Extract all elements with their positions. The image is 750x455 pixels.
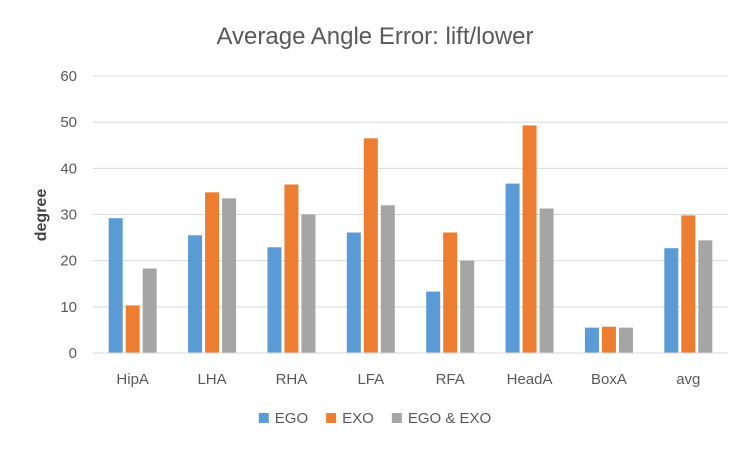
y-tick-label: 0 — [69, 345, 77, 362]
legend-swatch — [326, 413, 337, 423]
bar-exo-boxa — [601, 326, 616, 353]
bar-ego-boxa — [584, 327, 599, 353]
legend-label: EGO & EXO — [408, 410, 491, 427]
x-tick-label: HeadA — [507, 371, 553, 388]
bar-exo-lfa — [363, 138, 378, 353]
bar-ego-rha — [267, 247, 282, 353]
bar-ego-lha — [188, 235, 203, 353]
bar-ego-exo-rha — [301, 214, 316, 353]
legend-label: EGO — [275, 410, 308, 427]
x-axis-ticks: HipA LHA RHA LFA RFA HeadA BoxA avg — [116, 371, 700, 388]
legend-swatch — [391, 413, 402, 423]
bar-exo-rfa — [443, 232, 458, 353]
y-tick-label: 60 — [60, 68, 77, 85]
bar-ego-exo-avg — [698, 240, 713, 353]
bar-ego-exo-hipa — [142, 268, 157, 353]
x-tick-label: avg — [676, 371, 700, 388]
legend: EGO EXO EGO & EXO — [258, 410, 491, 427]
bar-exo-rha — [284, 184, 299, 353]
y-tick-label: 10 — [60, 299, 77, 316]
bar-exo-heada — [522, 125, 537, 353]
legend-item: EXO — [326, 410, 374, 427]
bar-ego-lfa — [346, 232, 361, 353]
bar-ego-rfa — [426, 291, 441, 353]
bar-ego-heada — [505, 183, 520, 353]
bar-ego-avg — [664, 248, 679, 353]
bar-ego-exo-boxa — [618, 327, 633, 353]
y-tick-label: 50 — [60, 114, 77, 131]
x-tick-label: LFA — [357, 371, 384, 388]
bar-exo-avg — [681, 215, 696, 353]
legend-item: EGO — [258, 410, 308, 427]
bar-ego-hipa — [108, 218, 123, 353]
bar-ego-exo-rfa — [460, 260, 475, 353]
y-tick-label: 30 — [60, 207, 77, 224]
x-tick-label: LHA — [197, 371, 226, 388]
x-tick-label: HipA — [116, 371, 149, 388]
bar-ego-exo-lfa — [380, 205, 395, 353]
legend-label: EXO — [342, 410, 374, 427]
bar-exo-lha — [205, 192, 220, 353]
bar-exo-hipa — [125, 305, 140, 353]
x-tick-label: RFA — [436, 371, 465, 388]
y-tick-label: 20 — [60, 253, 77, 270]
x-tick-label: BoxA — [591, 371, 627, 388]
y-tick-label: 40 — [60, 160, 77, 177]
bars — [108, 125, 713, 353]
chart-title: Average Angle Error: lift/lower — [216, 23, 533, 50]
legend-item: EGO & EXO — [391, 410, 491, 427]
legend-swatch — [258, 413, 269, 423]
bar-ego-exo-heada — [539, 208, 554, 353]
y-axis-title: degree — [33, 189, 50, 242]
y-axis-ticks: 0 10 20 30 40 50 60 — [60, 68, 77, 362]
x-tick-label: RHA — [276, 371, 308, 388]
bar-ego-exo-lha — [222, 198, 237, 353]
